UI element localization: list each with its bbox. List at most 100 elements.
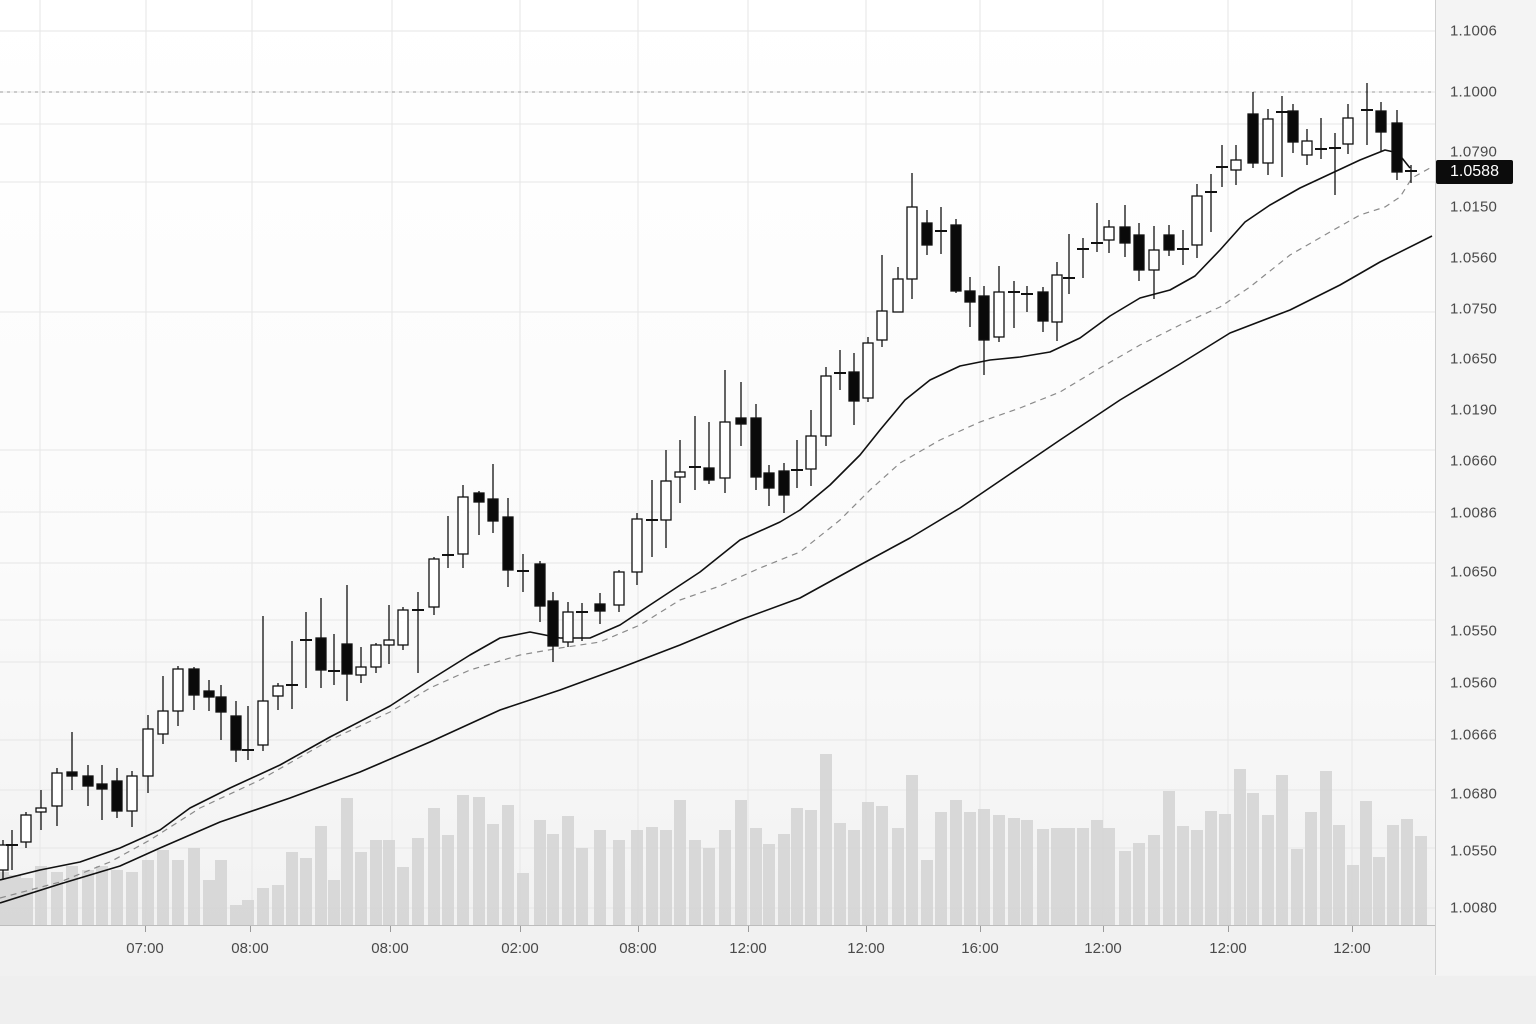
candle	[412, 592, 424, 673]
candle	[735, 382, 747, 446]
candlestick-plot[interactable]	[0, 0, 1435, 925]
time-tick	[1352, 926, 1353, 932]
candle	[383, 605, 395, 664]
candle	[1037, 287, 1049, 332]
time-tick	[748, 926, 749, 932]
volume-bar	[1234, 769, 1246, 925]
candle	[547, 592, 559, 662]
volume-bar	[383, 840, 395, 925]
volume-bar	[242, 900, 254, 925]
candle	[848, 353, 860, 425]
volume-bar	[1401, 819, 1413, 925]
volume-bar	[412, 838, 424, 925]
time-label: 12:00	[1084, 940, 1122, 957]
volume-bar	[315, 826, 327, 925]
candle	[820, 367, 832, 446]
candle	[1262, 109, 1274, 175]
candle	[834, 350, 846, 390]
moving-average-line	[0, 167, 1431, 899]
volume-bar	[820, 754, 832, 925]
volume-bar	[1262, 815, 1274, 925]
volume-bar	[272, 885, 284, 925]
volume-bar	[576, 848, 588, 925]
candle	[935, 207, 947, 254]
volume-bar	[935, 812, 947, 925]
plot-area[interactable]	[0, 0, 1435, 925]
volume-bar	[157, 850, 169, 925]
candle	[1191, 184, 1203, 258]
volume-bar	[286, 852, 298, 925]
volume-bar	[805, 810, 817, 925]
volume-bar	[355, 852, 367, 925]
candle	[906, 173, 918, 299]
price-label: 1.0560	[1450, 249, 1498, 267]
candle	[1315, 118, 1327, 159]
volume-bar	[517, 873, 529, 925]
candle	[689, 416, 701, 490]
candle	[1021, 286, 1033, 312]
volume-bar	[631, 830, 643, 925]
candle	[594, 593, 606, 624]
volume-bar	[370, 840, 382, 925]
volume-bar	[1320, 771, 1332, 925]
time-label: 08:00	[371, 940, 409, 957]
volume-bar	[876, 806, 888, 925]
candle	[126, 771, 138, 827]
candle	[750, 404, 762, 490]
candle	[1091, 203, 1103, 252]
candle	[534, 561, 546, 622]
candle	[1063, 234, 1075, 294]
time-label: 08:00	[619, 940, 657, 957]
time-axis[interactable]: 07:00 08:00 08:00 02:00 08:00 12:00 12:00 16:00…	[0, 925, 1435, 977]
price-label: 1.0190	[1450, 401, 1498, 419]
volume-bar	[1305, 812, 1317, 925]
candle	[370, 643, 382, 673]
candle	[1148, 226, 1160, 299]
volume-bar	[341, 798, 353, 925]
volume-bar	[0, 872, 9, 925]
price-label: 1.0650	[1450, 350, 1498, 368]
grid-lines	[0, 0, 1435, 925]
candle	[1301, 129, 1313, 165]
time-label: 07:00	[126, 940, 164, 957]
volume-bar	[1347, 865, 1359, 925]
candle	[631, 513, 643, 585]
candle	[763, 465, 775, 506]
candle	[1216, 145, 1228, 187]
time-tick	[980, 926, 981, 932]
volume-bar	[862, 802, 874, 925]
volume-bar	[562, 816, 574, 925]
candle	[1205, 174, 1217, 232]
candle	[355, 647, 367, 683]
volume-bar	[689, 840, 701, 925]
candle	[862, 337, 874, 402]
volume-bar	[978, 809, 990, 925]
candle	[1103, 220, 1115, 253]
candle	[397, 607, 409, 650]
volume-bar	[547, 834, 559, 925]
candle	[142, 715, 154, 793]
price-label: 1.0680	[1450, 785, 1498, 803]
candle	[1391, 110, 1403, 180]
volume-bar	[921, 860, 933, 925]
price-label: 1.0080	[1450, 899, 1498, 917]
candle	[203, 680, 215, 711]
volume-bar	[442, 835, 454, 925]
volume-bar	[1037, 829, 1049, 925]
volume-bar	[763, 844, 775, 925]
volume-bar	[660, 830, 672, 925]
volume-bar	[473, 797, 485, 925]
volume-bar	[1387, 825, 1399, 925]
candle	[703, 422, 715, 484]
candle	[993, 266, 1005, 342]
volume-bar	[703, 848, 715, 925]
candle	[978, 286, 990, 375]
candle	[1177, 230, 1189, 265]
candle	[215, 685, 227, 740]
price-axis[interactable]: 1.1006 1.1000 1.0790 1.0150 1.0560 1.0750 1.06…	[1435, 0, 1536, 975]
time-tick	[145, 926, 146, 932]
time-tick	[638, 926, 639, 932]
moving-average-line	[0, 149, 1411, 881]
time-tick	[1228, 926, 1229, 932]
